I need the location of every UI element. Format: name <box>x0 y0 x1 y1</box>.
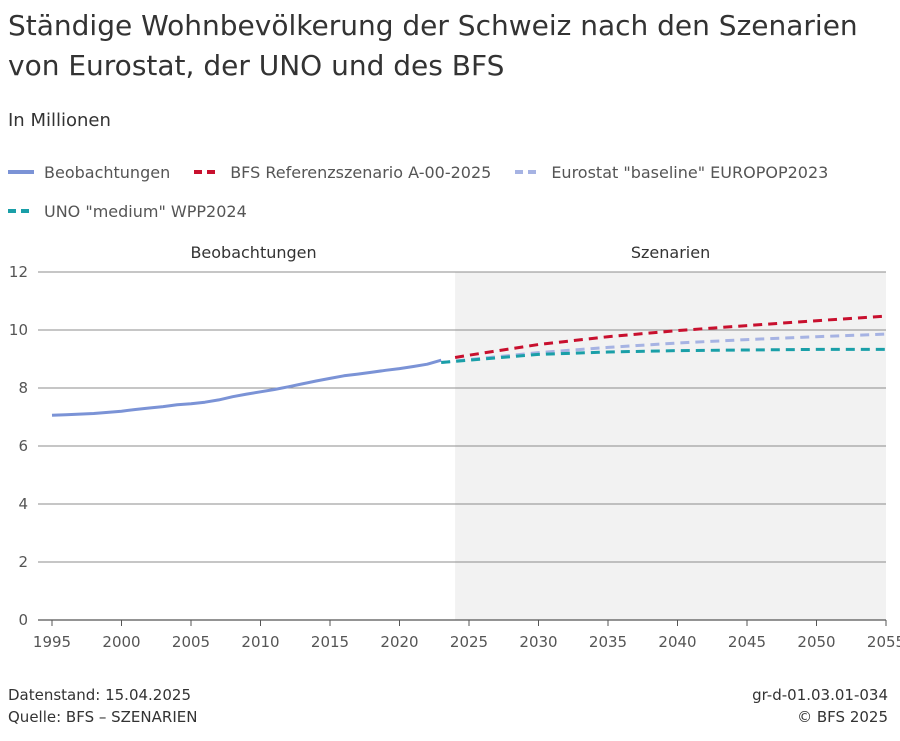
legend-swatch-dashed-icon <box>8 209 34 213</box>
footer-left: Datenstand: 15.04.2025 Quelle: BFS – SZE… <box>8 684 197 728</box>
x-tick-label: 2045 <box>728 633 766 651</box>
x-tick-label: 1995 <box>33 633 71 651</box>
footer-source: Quelle: BFS – SZENARIEN <box>8 708 198 726</box>
y-tick-label: 2 <box>18 553 28 571</box>
region-label: Szenarien <box>631 243 710 262</box>
population-line-chart: Beobachtungen Szenarien 0 2 4 6 8 10 12 1995 2000 2… <box>9 243 900 651</box>
legend-item-beobachtungen[interactable]: Beobachtungen <box>8 163 170 182</box>
region-label: Beobachtungen <box>190 243 316 262</box>
x-tick-label: 2020 <box>380 633 418 651</box>
footer-chart-code: gr-d-01.03.01-034 <box>752 686 888 704</box>
footer-datenstand: Datenstand: 15.04.2025 <box>8 686 191 704</box>
y-tick-label: 0 <box>18 611 28 629</box>
x-tick-label: 2025 <box>450 633 488 651</box>
x-tick-label: 2015 <box>311 633 349 651</box>
legend-item-bfs[interactable]: BFS Referenzszenario A-00-2025 <box>194 163 491 182</box>
x-tick-label: 2055 <box>867 633 900 651</box>
legend-swatch-dashed-icon <box>194 170 221 174</box>
x-tick-label: 2005 <box>172 633 210 651</box>
series-line-bfs <box>454 314 887 359</box>
series-line-beobachtungen <box>51 358 442 417</box>
y-tick-label: 12 <box>9 263 28 281</box>
legend-swatch-solid-icon <box>8 170 34 174</box>
y-tick-label: 6 <box>18 437 28 455</box>
x-tick-label: 2050 <box>797 633 835 651</box>
chart-title: Ständige Wohnbevölkerung der Schweiz nac… <box>8 9 858 82</box>
y-tick-label: 8 <box>18 379 28 397</box>
series-line-uno <box>441 347 886 364</box>
legend-item-uno[interactable]: UNO "medium" WPP2024 <box>8 202 247 221</box>
legend-item-eurostat[interactable]: Eurostat "baseline" EUROPOP2023 <box>515 163 828 182</box>
legend-label: Beobachtungen <box>44 162 171 182</box>
x-tick-label: 2030 <box>519 633 557 651</box>
x-tick-label: 2010 <box>241 633 279 651</box>
footer-copyright: © BFS 2025 <box>797 708 888 726</box>
series-line-eurostat <box>441 332 887 364</box>
x-tick-label: 2000 <box>102 633 140 651</box>
y-tick-label: 4 <box>18 495 28 513</box>
legend-swatch-dashed-icon <box>515 170 542 174</box>
chart-subtitle: In Millionen <box>8 110 111 131</box>
legend-label: Eurostat "baseline" EUROPOP2023 <box>551 162 829 182</box>
legend-label: BFS Referenzszenario A-00-2025 <box>230 162 492 182</box>
legend-row-2: UNO "medium" WPP2024 <box>8 199 888 223</box>
y-tick-label: 10 <box>9 321 28 339</box>
legend-label: UNO "medium" WPP2024 <box>44 201 247 221</box>
x-tick-label: 2040 <box>658 633 696 651</box>
footer-right: gr-d-01.03.01-034 © BFS 2025 <box>752 684 888 728</box>
legend-row-1: Beobachtungen BFS Referenzszenario A-00-… <box>8 160 888 184</box>
chart-legend: Beobachtungen BFS Referenzszenario A-00-… <box>8 160 888 238</box>
x-tick-label: 2035 <box>589 633 627 651</box>
